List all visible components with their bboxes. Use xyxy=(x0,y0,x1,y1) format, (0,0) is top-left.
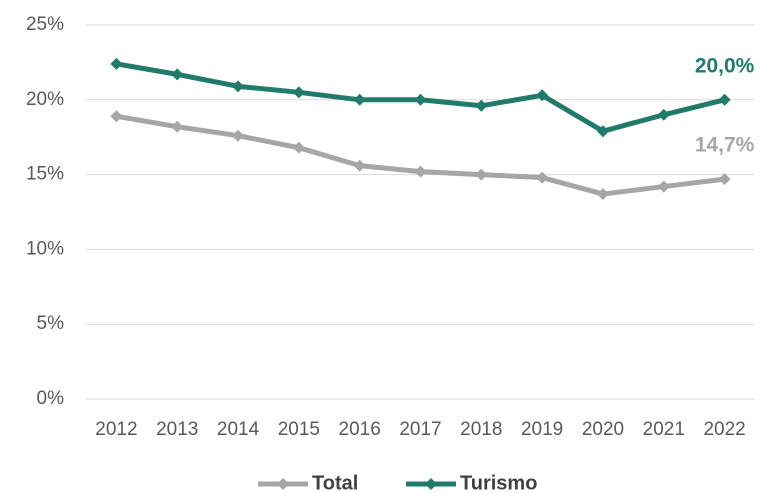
x-tick-label: 2017 xyxy=(399,419,441,440)
x-tick-label: 2014 xyxy=(217,419,260,440)
x-tick-label: 2018 xyxy=(460,419,502,440)
point-marker xyxy=(657,108,670,121)
point-marker xyxy=(475,168,488,181)
x-tick-label: 2013 xyxy=(156,419,198,440)
point-marker xyxy=(110,57,123,70)
point-marker xyxy=(596,188,609,201)
legend-marker xyxy=(425,478,437,490)
legend-label: Turismo xyxy=(460,472,537,493)
data-label: 14,7% xyxy=(695,134,755,157)
x-tick-label: 2019 xyxy=(521,419,563,440)
point-marker xyxy=(718,173,731,186)
y-tick-label: 15% xyxy=(26,164,64,185)
legend-label: Total xyxy=(312,472,358,493)
legend-marker xyxy=(277,478,289,490)
point-marker xyxy=(171,120,184,133)
point-marker xyxy=(110,110,123,123)
point-marker xyxy=(171,68,184,81)
point-marker xyxy=(353,93,366,106)
x-tick-label: 2015 xyxy=(278,419,320,440)
point-marker xyxy=(232,80,245,93)
point-marker xyxy=(232,129,245,142)
series-line xyxy=(115,113,725,197)
point-marker xyxy=(536,89,549,102)
point-marker xyxy=(292,86,305,99)
y-tick-label: 0% xyxy=(37,388,65,409)
y-tick-label: 5% xyxy=(37,313,65,334)
point-marker xyxy=(718,93,731,106)
point-marker xyxy=(657,180,670,193)
x-tick-label: 2022 xyxy=(703,419,745,440)
point-marker xyxy=(536,171,549,184)
data-label: 20,0% xyxy=(695,54,755,77)
point-marker xyxy=(292,141,305,154)
point-marker xyxy=(414,93,427,106)
x-tick-label: 2016 xyxy=(339,419,381,440)
point-marker xyxy=(475,99,488,112)
point-marker xyxy=(596,125,609,138)
y-tick-label: 20% xyxy=(26,89,64,110)
x-tick-label: 2012 xyxy=(95,419,137,440)
x-tick-label: 2020 xyxy=(582,419,624,440)
y-tick-label: 10% xyxy=(26,238,64,259)
x-tick-label: 2021 xyxy=(643,419,685,440)
y-tick-label: 25% xyxy=(26,14,64,35)
point-marker xyxy=(353,159,366,172)
point-marker xyxy=(414,165,427,178)
